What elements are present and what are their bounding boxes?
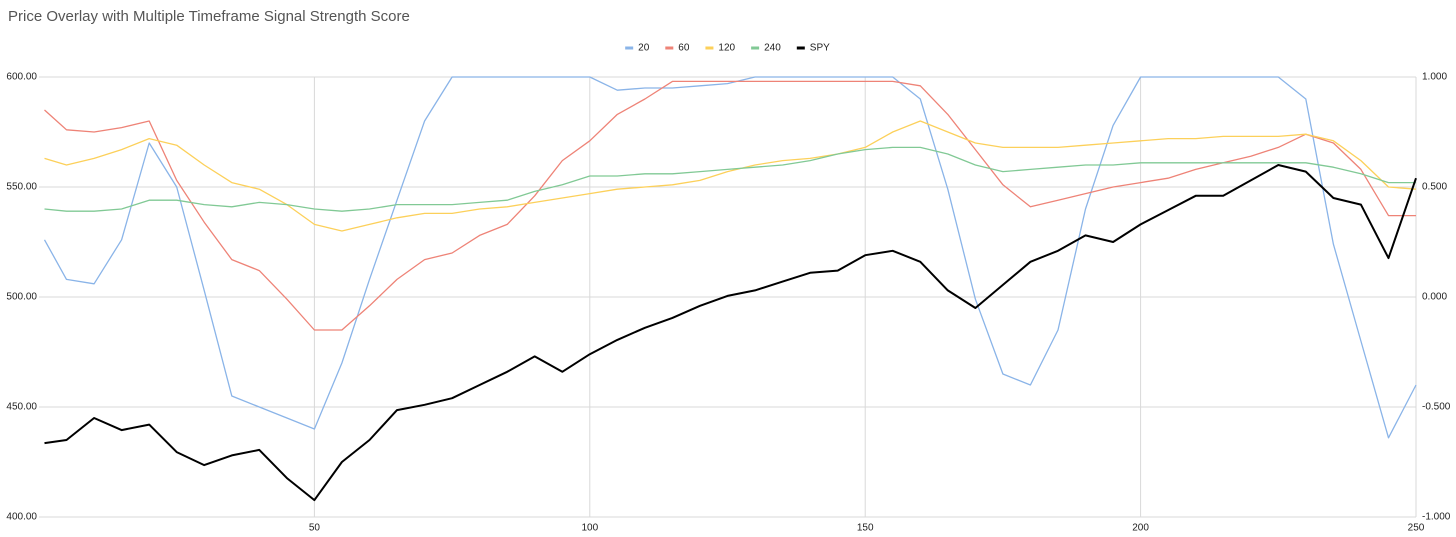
y-tick-label: 400.00	[6, 512, 37, 523]
legend-item: SPY	[796, 43, 830, 54]
chart-title: Price Overlay with Multiple Timeframe Si…	[8, 8, 410, 25]
y-tick-label: 600.00	[6, 72, 37, 83]
legend-label: 120	[718, 43, 735, 54]
legend-label: 240	[764, 43, 781, 54]
y-tick-label: 450.00	[6, 402, 37, 413]
x-tick-label: 50	[309, 523, 321, 534]
grid	[39, 76, 1417, 518]
legend-item: 120	[705, 43, 736, 54]
x-tick-label: 250	[1408, 523, 1425, 534]
y-tick-label: 550.00	[6, 182, 37, 193]
legend-label: SPY	[810, 43, 830, 54]
legend-item: 60	[665, 43, 690, 54]
legend-item: 240	[751, 43, 781, 54]
legend-label: 60	[678, 43, 690, 54]
y2-tick-label: -1.000	[1422, 512, 1451, 523]
series-line	[44, 164, 1417, 502]
x-tick-label: 150	[857, 523, 874, 534]
series-line	[43, 76, 1417, 439]
y-tick-label: 500.00	[6, 292, 37, 303]
series-line	[44, 80, 1416, 331]
x-tick-label: 200	[1132, 523, 1149, 534]
x-tick-label: 100	[581, 523, 598, 534]
series-line	[44, 120, 1417, 232]
series-line	[44, 146, 1416, 212]
y2-tick-label: 0.500	[1422, 182, 1447, 193]
y2-tick-label: 1.000	[1422, 72, 1447, 83]
legend: 20 60 120 240 SPY	[625, 43, 830, 54]
y2-tick-label: 0.000	[1422, 292, 1447, 303]
y2-tick-label: -0.500	[1422, 402, 1451, 413]
legend-item: 20	[625, 43, 650, 54]
legend-label: 20	[638, 43, 650, 54]
